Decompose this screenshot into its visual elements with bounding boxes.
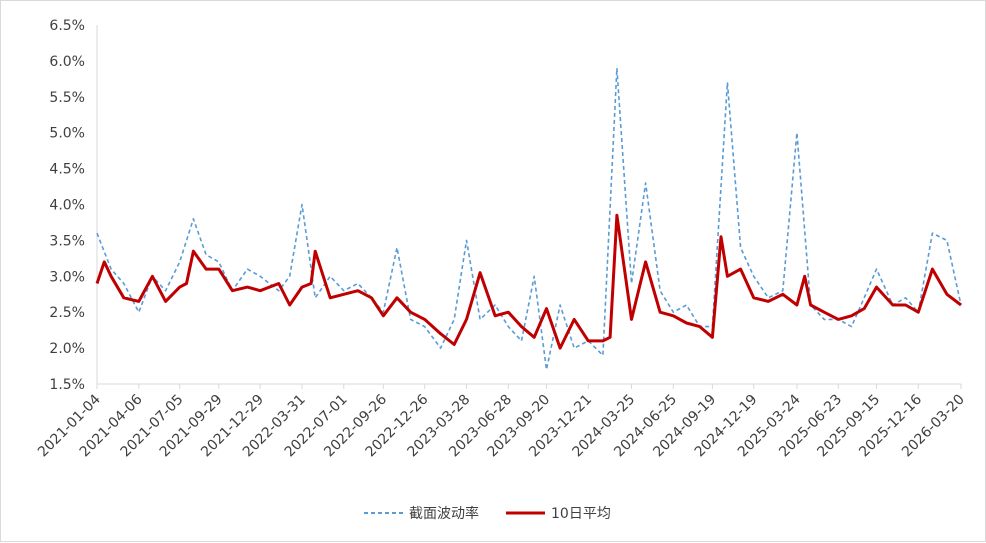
y-tick-label: 1.5% xyxy=(49,377,85,393)
y-tick-label: 5.5% xyxy=(49,90,85,106)
series-line-volatility xyxy=(96,67,962,371)
y-tick-label: 2.0% xyxy=(49,341,85,357)
series-layer xyxy=(95,67,962,371)
y-tick-label: 6.5% xyxy=(49,18,85,34)
y-tick-label: 6.0% xyxy=(49,54,85,70)
y-tick-label: 4.5% xyxy=(49,162,85,178)
y-tick-label: 3.0% xyxy=(49,269,85,285)
y-tick-label: 5.0% xyxy=(49,126,85,142)
y-tick-label: 2.5% xyxy=(49,305,85,321)
legend: 截面波动率 10日平均 xyxy=(364,505,611,522)
y-axis: 1.5% 2.0% 2.5% 3.0% 3.5% 4.0% 4.5% 5.0% 5.5% 6.0%… xyxy=(49,18,98,393)
legend-label-volatility: 截面波动率 xyxy=(409,505,479,522)
x-axis: 2021-01-042021-04-062021-07-052021-09-29… xyxy=(35,383,968,460)
y-tick-label: 3.5% xyxy=(49,233,85,249)
legend-label-ma10: 10日平均 xyxy=(551,506,611,522)
y-tick-label: 4.0% xyxy=(49,198,85,214)
series-line-ma10 xyxy=(95,213,962,350)
